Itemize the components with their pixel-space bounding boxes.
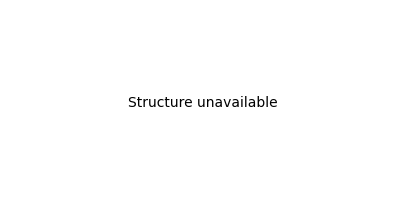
Text: Structure unavailable: Structure unavailable	[128, 96, 278, 110]
